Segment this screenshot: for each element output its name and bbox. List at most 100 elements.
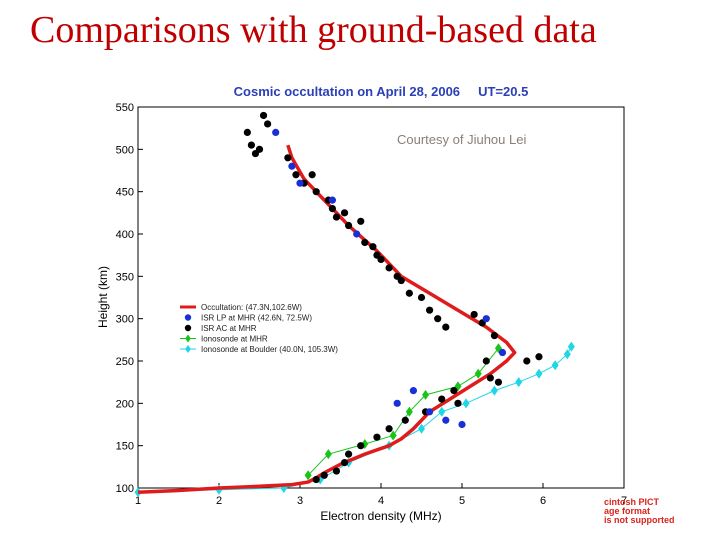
y-tick-label: 500 [116, 144, 134, 156]
ionosonde-mhr-point [304, 470, 312, 481]
isr-ac-point [369, 243, 377, 251]
isr-lp-point [328, 196, 336, 204]
y-tick-label: 150 [116, 441, 134, 453]
y-tick-label: 350 [116, 271, 134, 283]
isr-ac-point [320, 471, 328, 479]
legend-entry: ISR LP at MHR (42.6N, 72.5W) [201, 314, 312, 323]
x-tick-label: 2 [216, 495, 222, 507]
isr-lp-point [353, 230, 361, 238]
y-axis-label: Height (km) [96, 266, 110, 328]
isr-ac-point [482, 357, 490, 365]
ionosonde-boulder-point [418, 423, 425, 434]
pict-notice-line: age format [604, 506, 651, 516]
isr-ac-point [357, 442, 365, 450]
isr-ac-point [345, 221, 353, 230]
legend-swatch [185, 345, 191, 353]
y-tick-label: 550 [116, 102, 134, 114]
ionosonde-boulder-point [515, 377, 523, 388]
isr-lp-point [458, 420, 466, 429]
isr-ac-point [490, 332, 498, 340]
y-tick-label: 300 [116, 314, 134, 326]
isr-ac-point [332, 213, 341, 221]
legend-entry: Ionosonde at Boulder (40.0N, 105.3W) [201, 345, 338, 354]
pict-notice-line: is not supported [604, 515, 675, 525]
y-tick-label: 250 [116, 356, 134, 368]
legend-entry: Ionosonde at MHR [201, 335, 268, 344]
y-tick-label: 200 [116, 398, 134, 410]
isr-ac-point [494, 378, 503, 386]
ionosonde-boulder-point [490, 385, 498, 396]
x-tick-label: 6 [540, 495, 546, 507]
legend-swatch [184, 314, 192, 321]
x-axis-label: Electron density (MHz) [320, 509, 441, 523]
chart-title: Cosmic occultation on April 28, 2006 UT=… [234, 84, 529, 99]
ionosonde-boulder-line [137, 346, 572, 493]
isr-ac-point [442, 323, 450, 331]
isr-ac-point [292, 171, 300, 179]
isr-ac-point [385, 264, 393, 272]
ionosonde-mhr-point [405, 406, 413, 417]
isr-ac-point [401, 416, 409, 424]
isr-ac-point [405, 289, 413, 297]
plot-data [134, 111, 575, 498]
isr-ac-point [434, 315, 442, 323]
pict-notice-line: cintosh PICT [604, 497, 660, 507]
ionosonde-mhr-point [422, 389, 430, 400]
y-tick-label: 450 [116, 187, 134, 199]
isr-ac-point [332, 467, 341, 475]
isr-ac-point [377, 255, 385, 263]
isr-ac-point [312, 188, 320, 196]
y-tick-label: 400 [116, 229, 134, 241]
isr-ac-point [308, 171, 316, 179]
isr-lp-point [426, 408, 434, 416]
x-tick-label: 1 [135, 495, 141, 507]
isr-ac-point [535, 353, 543, 361]
legend: Occultation: (47.3N,102.6W) ISR LP at MHR… [180, 303, 338, 354]
isr-ac-point [450, 387, 458, 395]
isr-lp-point [288, 162, 296, 170]
isr-lp-point [442, 416, 450, 424]
isr-ac-point [470, 310, 478, 319]
slide-title: Comparisons with ground-based data [30, 9, 597, 51]
legend-swatch [185, 334, 191, 343]
ionosonde-boulder-point [462, 398, 470, 409]
x-tick-label: 4 [378, 495, 384, 507]
isr-ac-point [284, 154, 292, 162]
isr-ac-point [340, 209, 349, 217]
isr-ac-point [438, 395, 446, 403]
ionosonde-boulder-point [438, 406, 446, 417]
isr-lp-point [272, 128, 280, 136]
isr-ac-point [328, 205, 336, 213]
isr-ac-point [523, 357, 531, 365]
x-tick-label: 5 [459, 495, 465, 507]
isr-lp-point [498, 348, 507, 357]
plot-frame [137, 106, 625, 489]
ionosonde-mhr-point [324, 449, 332, 460]
ionosonde-boulder-point [567, 341, 575, 352]
isr-lp-point [393, 399, 401, 407]
isr-ac-point [361, 238, 369, 247]
isr-lp-point [409, 387, 417, 395]
legend-entry: Occultation: (47.3N,102.6W) [201, 303, 302, 312]
ionosonde-boulder-point [535, 368, 543, 379]
legend-entry: ISR AC at MHR [201, 324, 257, 333]
isr-ac-point [454, 399, 462, 407]
isr-ac-point [264, 120, 272, 128]
axis-ticks: 1 2 3 4 5 6 7 100 150 200 250 300 350 400 450 500 550 [116, 102, 627, 507]
isr-ac-point [345, 450, 353, 458]
isr-lp-point [482, 315, 490, 323]
isr-ac-point [243, 128, 251, 136]
courtesy-note: Courtesy of Jiuhou Lei [397, 132, 527, 147]
isr-ac-point [486, 374, 494, 382]
isr-ac-point [340, 459, 349, 467]
isr-ac-point [417, 293, 426, 302]
ionosonde-boulder-point [563, 349, 571, 360]
ionosonde-mhr-point [474, 368, 482, 379]
ionosonde-boulder-point [551, 360, 559, 371]
pict-unsupported-notice: cintosh PICT age format is not supported [604, 498, 716, 525]
isr-ac-point [312, 475, 320, 484]
x-tick-label: 7 [621, 495, 627, 507]
isr-ac-point [385, 425, 393, 433]
isr-ac-point [357, 217, 365, 225]
